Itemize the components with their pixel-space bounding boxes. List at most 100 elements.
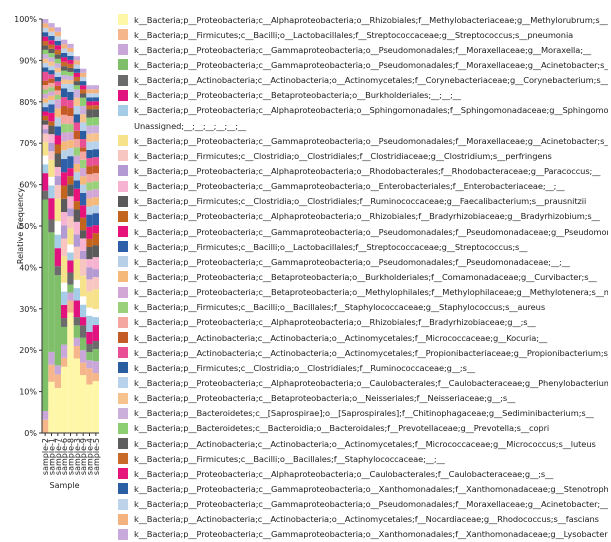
bar-segment: [54, 72, 61, 77]
legend-swatch: [118, 513, 128, 525]
bar-segment: [54, 99, 61, 109]
bar-segment: [54, 248, 61, 267]
legend-label: k__Bacteria;p__Proteobacteria;c__Gammapr…: [134, 529, 608, 540]
legend-label: k__Bacteria;p__Proteobacteria;c__Alphapr…: [134, 377, 608, 388]
bar-segment: [48, 125, 55, 135]
bar-segment: [67, 100, 74, 109]
bar-segment: [61, 57, 68, 62]
bar-segment: [92, 181, 99, 190]
bar-segment: [42, 155, 49, 165]
bar-segment: [42, 102, 49, 108]
bar-segment: [73, 246, 80, 260]
bar-segment: [54, 94, 61, 100]
legend-item: k__Bacteria;p__Proteobacteria;c__Betapro…: [118, 88, 608, 103]
bar-segment: [67, 91, 74, 100]
legend-item: k__Bacteria;p__Proteobacteria;c__Gammapr…: [118, 179, 608, 194]
bar-segment: [92, 381, 99, 433]
bar-segment: [61, 66, 68, 71]
legend-label: k__Bacteria;p__Proteobacteria;c__Alphapr…: [134, 165, 601, 176]
y-tick-label: 80%: [19, 98, 37, 107]
bar-segment: [61, 141, 68, 151]
legend-label: Unassigned;__;__;__;__;__;__: [134, 120, 247, 131]
bar-segment: [73, 81, 80, 86]
bar-segment: [80, 122, 87, 131]
bar-segment: [61, 172, 68, 186]
bar-segment: [67, 260, 74, 273]
bar-segment: [67, 216, 74, 229]
bar-segment: [48, 232, 55, 352]
bar-segment: [42, 164, 49, 174]
bar-segment: [92, 225, 99, 234]
bar-segment: [80, 81, 87, 86]
bar-segment: [61, 256, 68, 283]
bar-segment: [73, 201, 80, 210]
bar-segment: [86, 117, 93, 126]
bar-segment: [48, 35, 55, 41]
bar-segment: [73, 56, 80, 61]
legend-item: k__Bacteria;p__Firmicutes;c__Clostridia;…: [118, 360, 608, 375]
bar-segment: [42, 58, 49, 64]
bar-segment: [67, 63, 74, 68]
bar-segment: [48, 112, 55, 122]
legend-label: k__Bacteria;p__Proteobacteria;c__Gammapr…: [134, 59, 608, 70]
bar-segment: [67, 67, 74, 72]
bar-segment: [54, 144, 61, 154]
bar-segment: [61, 114, 68, 124]
bar-segment: [80, 105, 87, 115]
bar-segment: [92, 277, 99, 290]
bar-segment: [80, 184, 87, 193]
bar-segment: [48, 95, 55, 100]
bar-segment: [42, 107, 49, 112]
bar-segment: [42, 63, 49, 68]
bar-segment: [67, 300, 74, 313]
x-tick-label: sample-2: [41, 438, 50, 475]
bar-segment: [92, 289, 99, 310]
bar-segment: [48, 48, 55, 54]
bar-segment: [73, 130, 80, 140]
bar-segment: [61, 357, 68, 367]
bar-segment: [73, 180, 80, 189]
legend-item: k__Bacteria;p__Proteobacteria;c__Alphapr…: [118, 12, 608, 27]
bar-segment: [54, 85, 61, 91]
bar-segment: [80, 350, 87, 363]
bar-segment: [54, 63, 61, 68]
legend-swatch: [118, 377, 128, 389]
bar-segment: [67, 244, 74, 253]
bar-segment: [92, 109, 99, 118]
legend-item: k__Bacteria;p__Proteobacteria;c__Alphapr…: [118, 315, 608, 330]
bar-segment: [86, 85, 93, 90]
legend-label: k__Bacteria;p__Actinobacteria;c__Actinob…: [134, 75, 608, 86]
bar-segment: [92, 213, 99, 226]
bar-segment: [92, 189, 99, 198]
bar-segment: [86, 259, 93, 268]
bar-segment: [73, 163, 80, 173]
bar-segment: [92, 157, 99, 166]
legend-item: k__Bacteria;p__Actinobacteria;c__Actinob…: [118, 330, 608, 345]
bar-segment: [92, 309, 99, 318]
bar-segment: [86, 166, 93, 175]
bar-segment: [80, 97, 87, 106]
legend-item: k__Bacteria;p__Firmicutes;c__Bacilli;o__…: [118, 27, 608, 42]
y-tick-label: 100%: [14, 15, 37, 24]
bar-segment: [92, 165, 99, 174]
bar-segment: [86, 279, 93, 292]
legend-label: k__Bacteria;p__Proteobacteria;c__Gammapr…: [134, 483, 608, 494]
bar-segment: [67, 156, 74, 169]
x-axis-title: Sample: [50, 481, 80, 490]
bar-segment: [92, 97, 99, 102]
bar-segment: [48, 91, 55, 96]
bar-segment: [92, 197, 99, 206]
bar-segment: [80, 325, 87, 338]
bar-segment: [80, 317, 87, 326]
bar-segment: [54, 36, 61, 41]
bar-segment: [54, 365, 61, 375]
y-tick-label: 70%: [19, 139, 37, 148]
bar-segment: [92, 101, 99, 106]
bar-segment: [61, 212, 68, 226]
bar-segment: [86, 105, 93, 110]
legend-item: k__Bacteria;p__Firmicutes;c__Bacilli;o__…: [118, 451, 608, 466]
legend-item: k__Bacteria;p__Proteobacteria;c__Betapro…: [118, 391, 608, 406]
legend-swatch: [118, 407, 128, 419]
bar-segment: [54, 153, 61, 168]
bar-segment: [54, 135, 61, 145]
